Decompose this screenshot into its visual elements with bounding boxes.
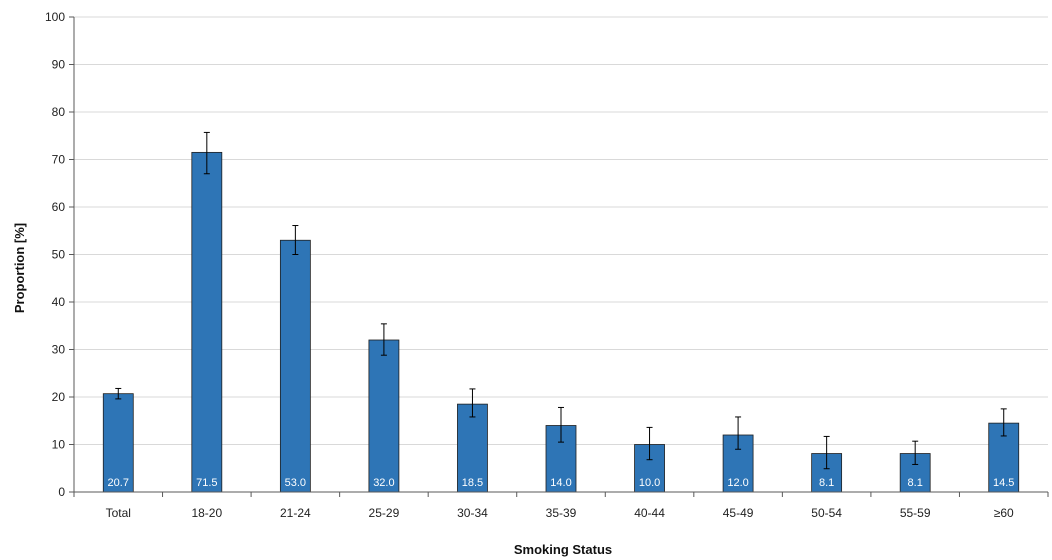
y-axis-title: Proportion [%] (12, 223, 27, 313)
data-label: 12.0 (727, 477, 748, 489)
y-tick-label: 70 (52, 153, 66, 167)
data-labels: 20.7 71.5 53.0 32.0 18.5 14.0 10.0 12.0 8.1 8.1 14… (108, 477, 1015, 489)
data-label: 8.1 (819, 477, 834, 489)
bar (191, 151, 223, 493)
x-tick-label: ≥60 (994, 506, 1014, 520)
y-tick-label: 40 (52, 295, 66, 309)
error-bars (115, 131, 1007, 470)
x-tick-label: 50-54 (811, 506, 842, 520)
data-label: 71.5 (196, 477, 217, 489)
y-tick-label: 30 (52, 343, 66, 357)
bar (279, 239, 311, 493)
y-tick-label: 0 (58, 485, 65, 499)
data-label: 14.5 (993, 477, 1014, 489)
bar (899, 453, 931, 493)
data-label: 10.0 (639, 477, 660, 489)
data-label: 53.0 (285, 477, 306, 489)
y-tick-label: 50 (52, 248, 66, 262)
x-tick-label: 55-59 (900, 506, 931, 520)
x-tick-label: 21-24 (280, 506, 311, 520)
y-tick-label: 80 (52, 105, 66, 119)
y-tick-label: 20 (52, 390, 66, 404)
x-tick-label: 40-44 (634, 506, 665, 520)
x-tick-label: 35-39 (546, 506, 577, 520)
y-tick-label: 100 (45, 10, 65, 24)
data-label: 32.0 (373, 477, 394, 489)
x-tick-label: 18-20 (191, 506, 222, 520)
y-tick-labels: 0 10 20 30 40 50 60 70 80 90 100 (45, 10, 65, 499)
bar (368, 339, 400, 493)
data-label: 14.0 (550, 477, 571, 489)
bar (457, 403, 488, 493)
x-axis-title: Smoking Status (514, 542, 612, 557)
x-tick-label: Total (106, 506, 131, 520)
x-tick-label: 25-29 (369, 506, 400, 520)
y-tick-label: 60 (52, 200, 66, 214)
data-label: 18.5 (462, 477, 483, 489)
y-tick-label: 10 (52, 438, 66, 452)
x-tick-label: 30-34 (457, 506, 488, 520)
data-label: 20.7 (108, 477, 129, 489)
x-tick-label: 45-49 (723, 506, 754, 520)
axes (69, 16, 1049, 497)
y-tick-label: 90 (52, 58, 66, 72)
gridlines (74, 16, 1048, 445)
x-tick-labels: Total 18-20 21-24 25-29 30-34 35-39 40-44 45-49… (106, 506, 1014, 520)
data-label: 8.1 (908, 477, 923, 489)
